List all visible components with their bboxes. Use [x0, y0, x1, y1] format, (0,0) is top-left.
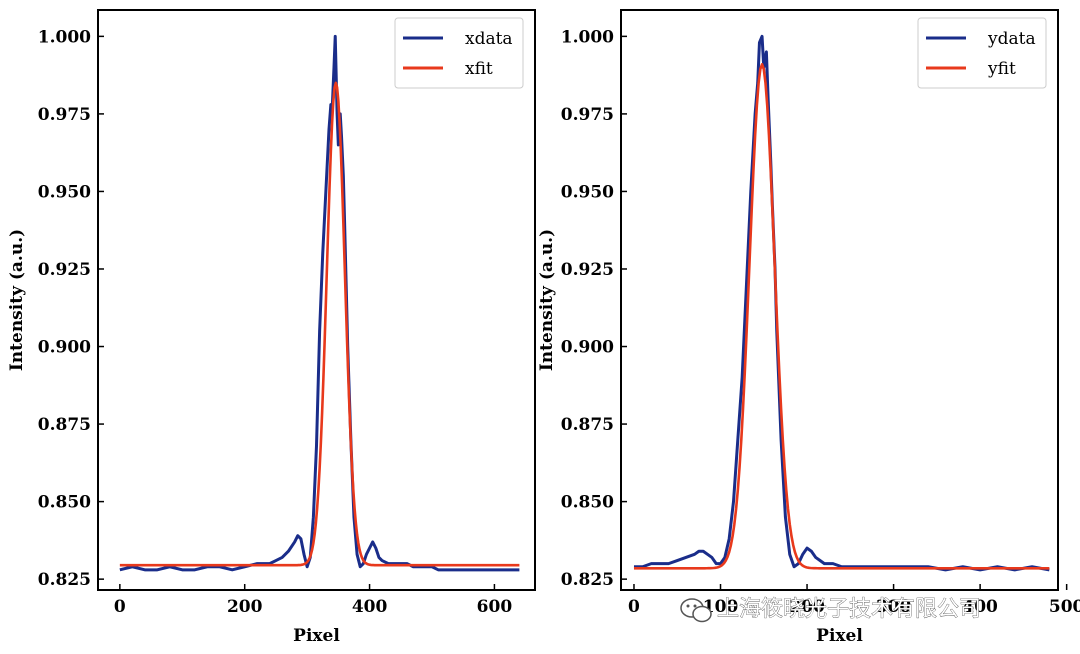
x-tick-label: 0 — [114, 597, 126, 617]
y-tick-label: 0.875 — [561, 415, 614, 435]
y-tick-label: 1.000 — [561, 27, 614, 47]
watermark: 上海筱晓光子技术有限公司 — [680, 597, 981, 623]
plot-frame — [620, 9, 1059, 591]
x-axis-title: Pixel — [293, 626, 340, 646]
y-axis-title: Intensity (a.u.) — [537, 229, 557, 371]
x-tick-label: 600 — [477, 597, 513, 617]
y-tick-label: 0.975 — [561, 105, 614, 125]
x-tick-label: 400 — [352, 597, 388, 617]
x-tick-label: 300 — [876, 597, 912, 617]
y-tick-label: 0.825 — [561, 570, 614, 590]
series-line-ydata — [633, 34, 1050, 572]
x-tick-label: 0 — [628, 597, 640, 617]
y-tick-label: 0.850 — [561, 493, 614, 513]
left-panel-x-profile: 0.825 0.850 0.875 0.900 0.925 0.950 0.975 1.000… — [7, 9, 536, 646]
x-axis-title: Pixel — [816, 626, 863, 646]
y-tick-label: 0.950 — [38, 182, 91, 202]
legend-box — [394, 17, 524, 89]
y-tick-label: 1.000 — [38, 27, 91, 47]
x-tick-label: 400 — [962, 597, 998, 617]
legend-label-xdata: xdata — [465, 29, 513, 49]
y-tick-label: 0.950 — [561, 182, 614, 202]
series-line-yfit — [633, 62, 1050, 570]
x-tick-label: 200 — [227, 597, 263, 617]
y-tick-label: 0.925 — [561, 260, 614, 280]
series-line-xfit — [119, 81, 520, 567]
y-axis-title: Intensity (a.u.) — [7, 229, 27, 371]
legend-label-xfit: xfit — [465, 59, 493, 79]
y-tick-label: 0.925 — [38, 260, 91, 280]
y-tick-label: 0.825 — [38, 570, 91, 590]
legend-label-ydata: ydata — [987, 29, 1036, 49]
x-tick-label: 100 — [703, 597, 739, 617]
y-tick-label: 0.850 — [38, 493, 91, 513]
legend-box — [917, 17, 1047, 89]
legend-label-yfit: yfit — [987, 59, 1016, 79]
y-tick-label: 0.875 — [38, 415, 91, 435]
plot-frame — [97, 9, 536, 591]
watermark-text: 上海筱晓光子技术有限公司 — [717, 597, 981, 622]
y-tick-label: 0.975 — [38, 105, 91, 125]
x-tick-label: 500 — [1049, 597, 1080, 617]
y-tick-label: 0.900 — [561, 338, 614, 358]
x-tick-label: 200 — [789, 597, 825, 617]
right-panel-y-profile: 0.825 0.850 0.875 0.900 0.925 0.950 0.975 1.000… — [537, 9, 1080, 646]
wechat-icon — [680, 598, 712, 623]
y-tick-label: 0.900 — [38, 338, 91, 358]
